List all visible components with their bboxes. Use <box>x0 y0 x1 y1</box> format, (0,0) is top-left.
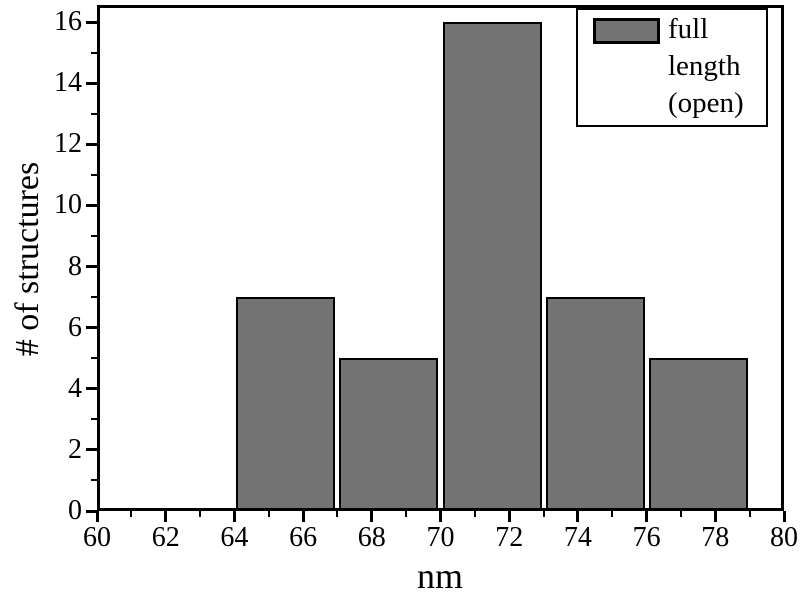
y-tick-label: 4 <box>68 372 82 404</box>
histogram-bar <box>339 358 439 511</box>
y-major-tick <box>86 81 97 85</box>
x-tick-label: 64 <box>220 522 249 553</box>
x-minor-tick <box>405 511 408 517</box>
x-major-tick <box>782 511 786 522</box>
y-tick-label: 16 <box>54 6 82 37</box>
y-major-tick <box>86 203 97 207</box>
x-major-tick <box>301 511 305 522</box>
legend-label-line1: full <box>668 13 709 45</box>
x-major-tick <box>507 511 511 522</box>
y-major-tick <box>86 265 97 268</box>
x-major-tick <box>232 511 236 522</box>
histogram-bar <box>545 297 645 511</box>
y-major-tick <box>86 387 97 391</box>
y-minor-tick <box>91 173 97 176</box>
x-major-tick <box>439 511 442 522</box>
legend-label-line2: length <box>668 50 741 82</box>
x-major-tick <box>576 511 580 522</box>
x-tick-label: 68 <box>357 522 386 553</box>
x-tick-label: 70 <box>426 522 455 553</box>
y-minor-tick <box>91 234 97 237</box>
x-minor-tick <box>267 511 270 517</box>
y-tick-label: 14 <box>54 67 82 99</box>
y-major-tick <box>86 326 97 330</box>
y-tick-label: 0 <box>68 495 82 526</box>
x-minor-tick <box>748 511 751 517</box>
legend-label: full length (open) <box>668 11 744 122</box>
x-tick-label: 76 <box>632 522 661 553</box>
x-tick-label: 74 <box>563 522 592 553</box>
x-minor-tick <box>130 511 133 517</box>
y-major-tick <box>86 509 97 513</box>
y-major-tick <box>86 142 97 146</box>
y-minor-tick <box>91 357 97 360</box>
histogram-bar <box>648 358 748 511</box>
x-tick-label: 80 <box>770 522 798 553</box>
x-axis-title: nm <box>416 556 463 596</box>
y-minor-tick <box>91 51 97 54</box>
x-major-tick <box>713 511 717 522</box>
x-major-tick <box>164 511 168 522</box>
y-minor-tick <box>91 418 97 421</box>
x-minor-tick <box>679 511 682 517</box>
x-major-tick <box>95 511 99 522</box>
y-minor-tick <box>91 479 97 482</box>
x-tick-label: 62 <box>151 522 180 553</box>
y-tick-label: 2 <box>68 433 82 465</box>
x-minor-tick <box>336 511 339 517</box>
y-tick-label: 8 <box>68 250 82 282</box>
x-tick-label: 60 <box>83 522 111 553</box>
y-tick-label: 6 <box>68 311 82 343</box>
y-major-tick <box>86 448 97 452</box>
x-major-tick <box>645 511 649 522</box>
legend-label-line3: (open) <box>668 87 744 119</box>
x-minor-tick <box>542 511 545 517</box>
y-major-tick <box>86 20 97 24</box>
x-tick-label: 66 <box>289 522 318 553</box>
x-tick-label: 72 <box>495 522 524 553</box>
x-minor-tick <box>611 511 614 517</box>
y-tick-label: 12 <box>54 128 82 160</box>
y-tick-label: 10 <box>54 189 82 221</box>
y-minor-tick <box>91 296 97 299</box>
y-minor-tick <box>91 112 97 115</box>
histogram-bar <box>442 22 542 511</box>
x-tick-label: 78 <box>701 522 730 553</box>
legend: full length (open) <box>576 8 768 127</box>
legend-swatch <box>593 18 660 44</box>
x-minor-tick <box>199 511 202 517</box>
histogram-bar <box>236 297 336 511</box>
x-major-tick <box>370 511 374 522</box>
x-minor-tick <box>473 511 476 517</box>
